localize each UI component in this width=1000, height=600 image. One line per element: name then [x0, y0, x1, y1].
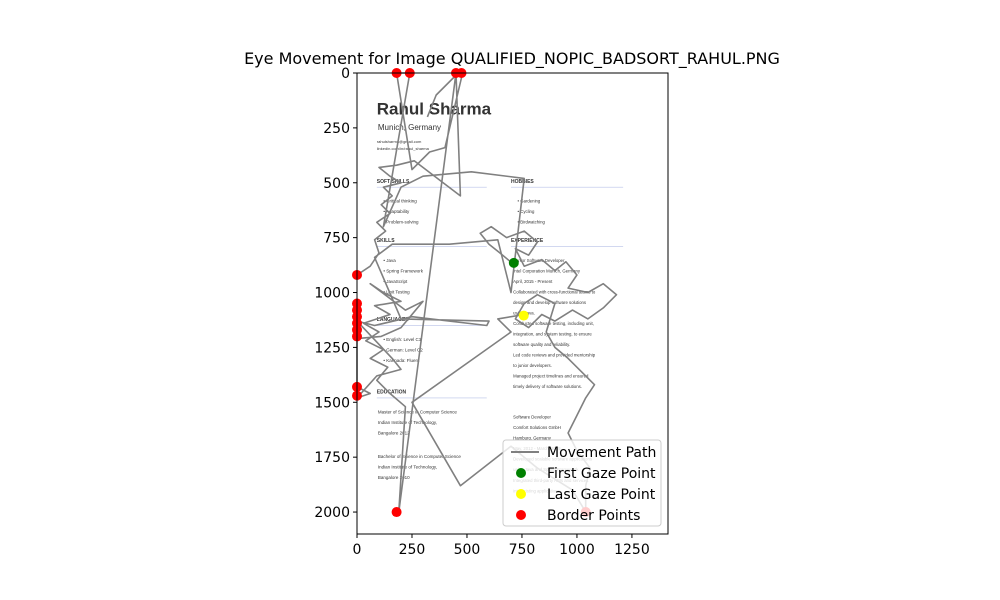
- resume-item: Led code reviews and provided mentorship: [513, 353, 596, 358]
- x-axis: 0 250 500 750 1000 1250: [353, 534, 650, 558]
- chart-title: Eye Movement for Image QUALIFIED_NOPIC_B…: [244, 49, 780, 69]
- resume-section-heading: LANGUAGES: [377, 317, 410, 323]
- resume-item: Managed project timelines and ensured: [513, 374, 589, 379]
- y-tick-label: 500: [323, 176, 350, 192]
- resume-item: Intel Corporation Munich, Germany: [513, 268, 581, 273]
- resume-item: • Gardening: [518, 199, 541, 204]
- resume-item: • Java: [383, 258, 396, 263]
- x-tick-label: 0: [353, 542, 362, 558]
- x-tick-label: 250: [399, 542, 426, 558]
- resume-item: Collaborated with cross-functional teams…: [513, 289, 596, 294]
- first-gaze-point: [508, 257, 519, 268]
- resume-item: • Cycling: [518, 209, 535, 214]
- resume-item: Bachelor of Science in Computer Science: [378, 454, 462, 459]
- resume-item: Indian Institute of Technology,: [378, 420, 437, 425]
- resume-item: • Adaptability: [383, 209, 410, 214]
- resume-section-heading: HOBBIES: [511, 179, 534, 185]
- resume-item: Software Developer: [513, 415, 551, 420]
- resume-name: Rahul Sharma: [377, 100, 492, 119]
- last-gaze-point: [518, 310, 529, 321]
- legend-label: Movement Path: [547, 445, 656, 461]
- resume-item: timely delivery of software solutions.: [513, 384, 582, 389]
- resume-item: • JavaScript: [383, 279, 408, 284]
- legend-box: [502, 439, 662, 527]
- resume-item: Bangalore 2010: [378, 475, 410, 480]
- resume-section-heading: SOFT SKILLS: [377, 179, 410, 185]
- legend-label: Border Points: [547, 508, 640, 524]
- legend-label: Last Gaze Point: [547, 487, 656, 503]
- y-tick-label: 750: [323, 231, 350, 247]
- x-tick-label: 750: [509, 542, 536, 558]
- resume-item: design and develop software solutions: [513, 300, 586, 305]
- resume-section-heading: EDUCATION: [377, 390, 407, 396]
- resume-item: • Unit Testing: [383, 289, 410, 294]
- resume-item: • Spring Framework: [383, 268, 423, 273]
- x-tick-label: 500: [454, 542, 481, 558]
- axes-frame: [356, 72, 669, 535]
- legend-marker: [516, 510, 526, 520]
- y-axis: 0 250 500 750 1000 1250 1500 1750 2000: [314, 66, 357, 521]
- resume-item: April, 2015 - Present: [513, 279, 553, 284]
- resume-item: Bangalore 2012: [378, 430, 410, 435]
- plot-area: Rahul Sharma Munich, Germany rahulsharma@g…: [352, 68, 632, 534]
- resume-item: integration, and system testing, to ensu…: [513, 332, 592, 337]
- resume-section-heading: SKILLS: [377, 238, 395, 244]
- y-tick-label: 0: [341, 66, 350, 82]
- resume-item: Conducted software testing, including un…: [513, 321, 594, 326]
- resume-linkedin: linkedin.com/in/rahul_sharma: [377, 146, 430, 151]
- resume-item: • Problem-solving: [383, 220, 419, 225]
- resume-item: • Critical thinking: [383, 199, 417, 204]
- resume-item: • German: Level C2: [383, 347, 423, 352]
- resume-email: rahulsharma@gmail.com: [377, 139, 422, 144]
- resume-item: Indian Institute of Technology,: [378, 465, 437, 470]
- y-tick-label: 1250: [314, 340, 350, 356]
- legend-marker: [516, 468, 526, 478]
- y-tick-label: 1500: [314, 395, 350, 411]
- resume-item: • Birdwatching: [518, 220, 546, 225]
- resume-item: • English: Level C1: [383, 337, 421, 342]
- y-tick-label: 2000: [314, 505, 350, 521]
- x-tick-label: 1250: [614, 542, 650, 558]
- x-tick-label: 1000: [559, 542, 595, 558]
- resume-item: Hamburg, Germany: [513, 436, 552, 441]
- resume-item: software quality and reliability.: [513, 342, 570, 347]
- resume-item: Comfort Solutions GmbH: [513, 425, 561, 430]
- movement-path-line: [356, 72, 526, 513]
- resume-location: Munich, Germany: [378, 123, 441, 132]
- y-tick-label: 1000: [314, 286, 350, 302]
- legend-marker: [516, 489, 526, 499]
- resume-item: to junior developers.: [513, 363, 552, 368]
- y-tick-label: 1750: [314, 450, 350, 466]
- legend: Movement Path First Gaze Point Last Gaze P…: [502, 439, 662, 527]
- y-tick-label: 250: [323, 121, 350, 137]
- resume-item: • Kannada: Fluent: [383, 358, 420, 363]
- border-point: [391, 507, 402, 518]
- legend-label: First Gaze Point: [547, 466, 656, 482]
- resume-section-heading: EXPERIENCE: [511, 238, 544, 244]
